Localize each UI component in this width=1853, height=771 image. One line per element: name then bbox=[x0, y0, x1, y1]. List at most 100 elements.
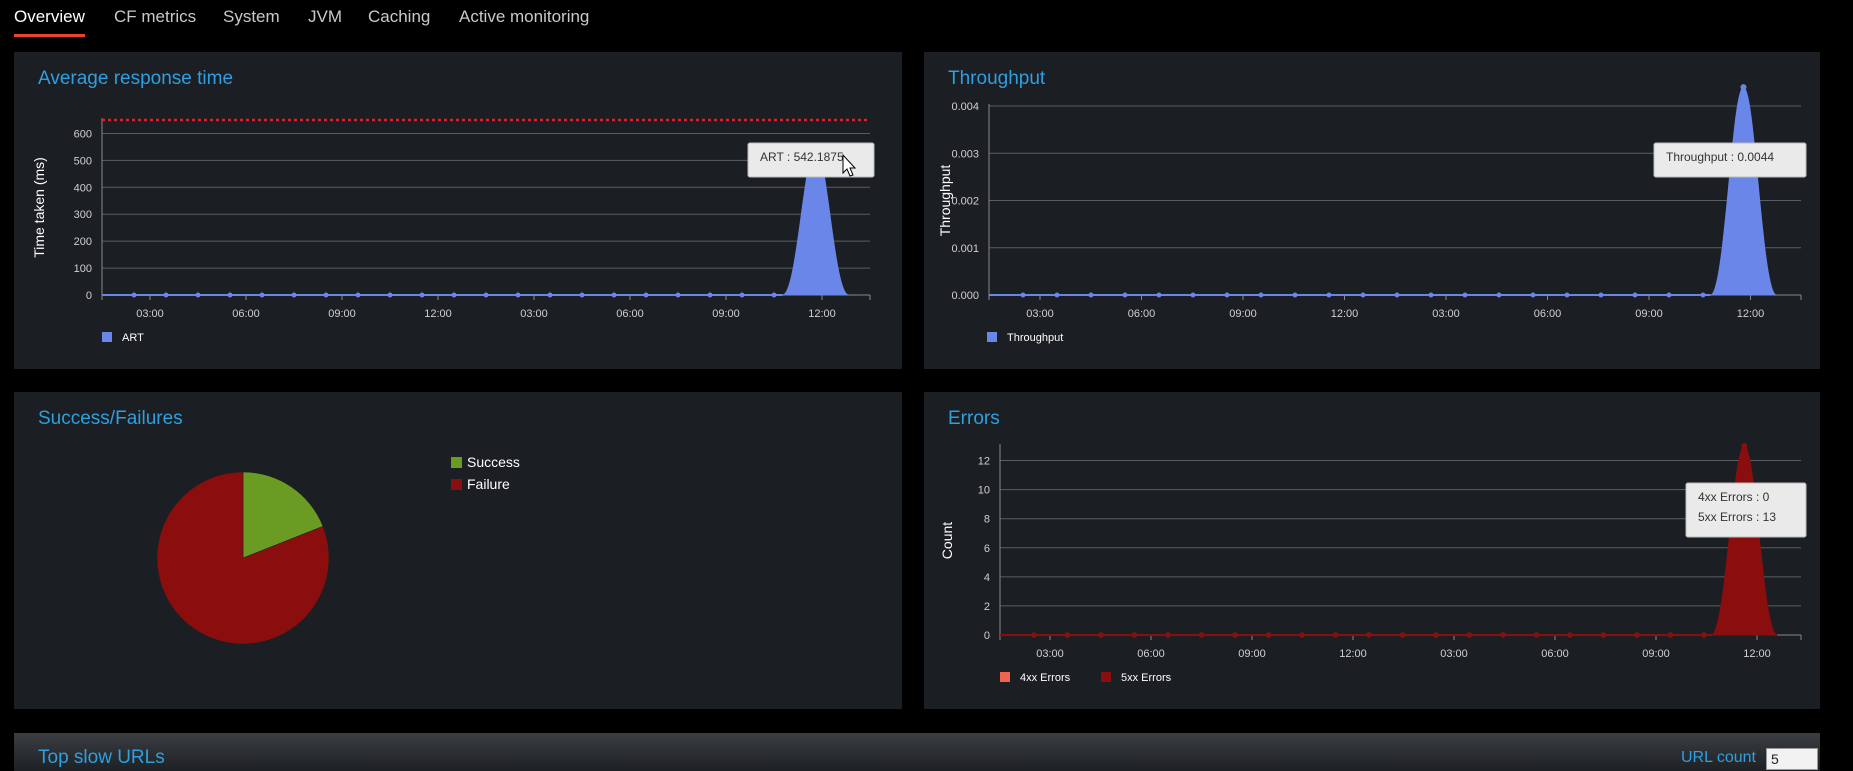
data-point bbox=[1496, 292, 1502, 298]
y-tick-label: 200 bbox=[74, 236, 92, 248]
data-point bbox=[1634, 632, 1640, 638]
x-tick-label: 09:00 bbox=[1229, 308, 1257, 320]
y-tick-label: 100 bbox=[74, 263, 92, 275]
legend-swatch-success bbox=[451, 457, 462, 468]
data-point bbox=[291, 292, 297, 298]
tooltip-text: ART : 542.1875 bbox=[760, 150, 844, 164]
legend-swatch-0 bbox=[987, 332, 997, 342]
series-area-1 bbox=[1710, 445, 1778, 636]
url-count-label: URL count bbox=[1681, 749, 1756, 766]
data-point bbox=[675, 292, 681, 298]
success-chart bbox=[156, 471, 330, 645]
data-point bbox=[1668, 632, 1673, 638]
data-point bbox=[1098, 632, 1104, 638]
data-point bbox=[1530, 292, 1536, 298]
y-tick-label: 400 bbox=[74, 182, 92, 194]
data-point bbox=[1534, 632, 1539, 638]
data-point bbox=[323, 292, 329, 298]
y-tick-label: 10 bbox=[978, 485, 990, 497]
y-tick-label: 300 bbox=[74, 209, 92, 221]
x-tick-label: 06:00 bbox=[232, 308, 260, 320]
data-point bbox=[1700, 292, 1706, 298]
data-point bbox=[1333, 632, 1338, 638]
y-tick-label: 500 bbox=[74, 155, 92, 167]
data-point bbox=[1428, 292, 1434, 298]
tab-overview[interactable]: Overview bbox=[14, 7, 85, 37]
data-point bbox=[611, 292, 617, 298]
data-point bbox=[1065, 632, 1070, 638]
throughput-panel: Throughput 0.000 0.001 0.002 0.003 0.004 03:0… bbox=[924, 52, 1820, 369]
x-tick-label: 06:00 bbox=[1534, 308, 1562, 320]
data-point bbox=[1224, 292, 1230, 298]
data-point bbox=[515, 292, 521, 298]
tab-active-monitoring[interactable]: Active monitoring bbox=[459, 7, 590, 26]
tooltip-text: Throughput : 0.0044 bbox=[1666, 150, 1774, 164]
slow-urls-panel: Top slow URLs URL count bbox=[14, 733, 1820, 771]
y-tick-label: 0.003 bbox=[951, 148, 979, 160]
art-panel: Average response time 0 100 200 300 400 500 60… bbox=[14, 52, 902, 369]
throughput-chart: 0.000 0.001 0.002 0.003 0.004 03:00 06:00 09:00… bbox=[937, 84, 1807, 344]
data-point bbox=[1232, 632, 1238, 638]
x-tick-label: 12:00 bbox=[1339, 648, 1367, 660]
tooltip bbox=[1685, 482, 1807, 538]
data-point bbox=[579, 292, 585, 298]
x-tick-label: 12:00 bbox=[808, 308, 836, 320]
tooltip-text: 4xx Errors : 0 bbox=[1698, 490, 1770, 504]
data-point bbox=[1054, 292, 1060, 298]
tooltip-text: 5xx Errors : 13 bbox=[1698, 510, 1776, 524]
data-point bbox=[259, 292, 265, 298]
data-point bbox=[1199, 632, 1204, 638]
data-point bbox=[1292, 292, 1298, 298]
data-point bbox=[483, 292, 489, 298]
x-tick-label: 03:00 bbox=[1026, 308, 1054, 320]
data-point bbox=[1400, 632, 1405, 638]
y-tick-label: 8 bbox=[984, 514, 990, 526]
data-point bbox=[1020, 292, 1026, 298]
data-point bbox=[1190, 292, 1196, 298]
x-tick-label: 06:00 bbox=[1541, 648, 1569, 660]
errors-panel: Errors 0 2 4 6 8 10 12 03:00 06:00 09:00 12:00 03:0… bbox=[924, 392, 1820, 709]
x-tick-label: 06:00 bbox=[1128, 308, 1156, 320]
legend-swatch-0 bbox=[1000, 672, 1010, 682]
data-point bbox=[1132, 632, 1137, 638]
data-point bbox=[131, 292, 137, 298]
data-point bbox=[1701, 632, 1707, 638]
x-tick-label: 09:00 bbox=[1642, 648, 1670, 660]
legend-item-failure[interactable]: Failure bbox=[451, 476, 510, 492]
x-tick-label: 03:00 bbox=[1432, 308, 1460, 320]
y-tick-label: 6 bbox=[984, 543, 990, 555]
tab-cf-metrics[interactable]: CF metrics bbox=[114, 7, 197, 26]
mouse-pointer-icon bbox=[842, 153, 857, 177]
tab-jvm[interactable]: JVM bbox=[308, 7, 342, 26]
data-point bbox=[1462, 292, 1468, 298]
data-point bbox=[1156, 292, 1162, 298]
y-axis-title: Time taken (ms) bbox=[31, 157, 47, 258]
data-point bbox=[1500, 632, 1506, 638]
url-count-input[interactable] bbox=[1766, 748, 1818, 770]
success-panel: Success/Failures Success Failure bbox=[14, 392, 902, 709]
data-point bbox=[1467, 632, 1472, 638]
data-point bbox=[451, 292, 457, 298]
data-point bbox=[1122, 292, 1128, 298]
data-point bbox=[1088, 292, 1094, 298]
y-tick-label: 0 bbox=[86, 290, 92, 302]
x-tick-label: 06:00 bbox=[616, 308, 644, 320]
tab-system[interactable]: System bbox=[223, 7, 280, 26]
art-chart: 0 100 200 300 400 500 600 03:00 06:00 09:00 12:00 0… bbox=[31, 118, 875, 344]
data-point bbox=[739, 292, 745, 298]
data-point bbox=[1326, 292, 1332, 298]
pie-slice-failure bbox=[156, 471, 330, 645]
tab-caching[interactable]: Caching bbox=[368, 7, 431, 26]
errors-chart: 0 2 4 6 8 10 12 03:00 06:00 09:00 12:00 03:00 06:00 0… bbox=[939, 443, 1807, 684]
throughput-panel-title: Throughput bbox=[948, 68, 1046, 89]
x-tick-label: 09:00 bbox=[328, 308, 356, 320]
x-tick-label: 06:00 bbox=[1137, 648, 1165, 660]
data-point bbox=[387, 292, 393, 298]
legend-item-success[interactable]: Success bbox=[451, 454, 520, 470]
data-point-peak bbox=[1740, 84, 1747, 91]
errors-panel-title: Errors bbox=[948, 408, 1000, 429]
data-point bbox=[1031, 632, 1037, 638]
data-point bbox=[419, 292, 425, 298]
tab-bar: Overview CF metrics System JVM Caching A… bbox=[0, 0, 1853, 40]
data-point bbox=[1433, 632, 1439, 638]
